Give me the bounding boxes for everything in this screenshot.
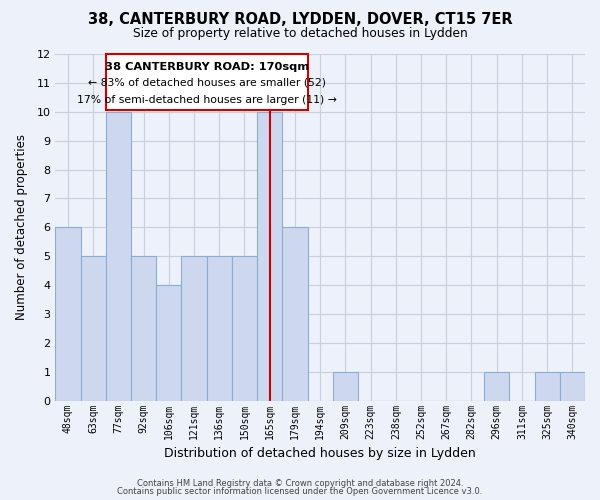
FancyBboxPatch shape: [106, 54, 308, 110]
Text: Size of property relative to detached houses in Lydden: Size of property relative to detached ho…: [133, 28, 467, 40]
Text: ← 83% of detached houses are smaller (52): ← 83% of detached houses are smaller (52…: [88, 78, 326, 88]
Bar: [560, 372, 585, 400]
Bar: [484, 372, 509, 400]
Bar: [156, 285, 181, 401]
Bar: [283, 228, 308, 400]
Y-axis label: Number of detached properties: Number of detached properties: [15, 134, 28, 320]
Bar: [131, 256, 156, 400]
Bar: [232, 256, 257, 400]
Bar: [206, 256, 232, 400]
Bar: [333, 372, 358, 400]
Bar: [257, 112, 283, 401]
X-axis label: Distribution of detached houses by size in Lydden: Distribution of detached houses by size …: [164, 447, 476, 460]
Text: 38 CANTERBURY ROAD: 170sqm: 38 CANTERBURY ROAD: 170sqm: [104, 62, 309, 72]
Text: Contains public sector information licensed under the Open Government Licence v3: Contains public sector information licen…: [118, 487, 482, 496]
Bar: [181, 256, 206, 400]
Text: Contains HM Land Registry data © Crown copyright and database right 2024.: Contains HM Land Registry data © Crown c…: [137, 478, 463, 488]
Bar: [80, 256, 106, 400]
Bar: [106, 112, 131, 401]
Bar: [55, 228, 80, 400]
Text: 38, CANTERBURY ROAD, LYDDEN, DOVER, CT15 7ER: 38, CANTERBURY ROAD, LYDDEN, DOVER, CT15…: [88, 12, 512, 28]
Text: 17% of semi-detached houses are larger (11) →: 17% of semi-detached houses are larger (…: [77, 95, 337, 105]
Bar: [535, 372, 560, 400]
